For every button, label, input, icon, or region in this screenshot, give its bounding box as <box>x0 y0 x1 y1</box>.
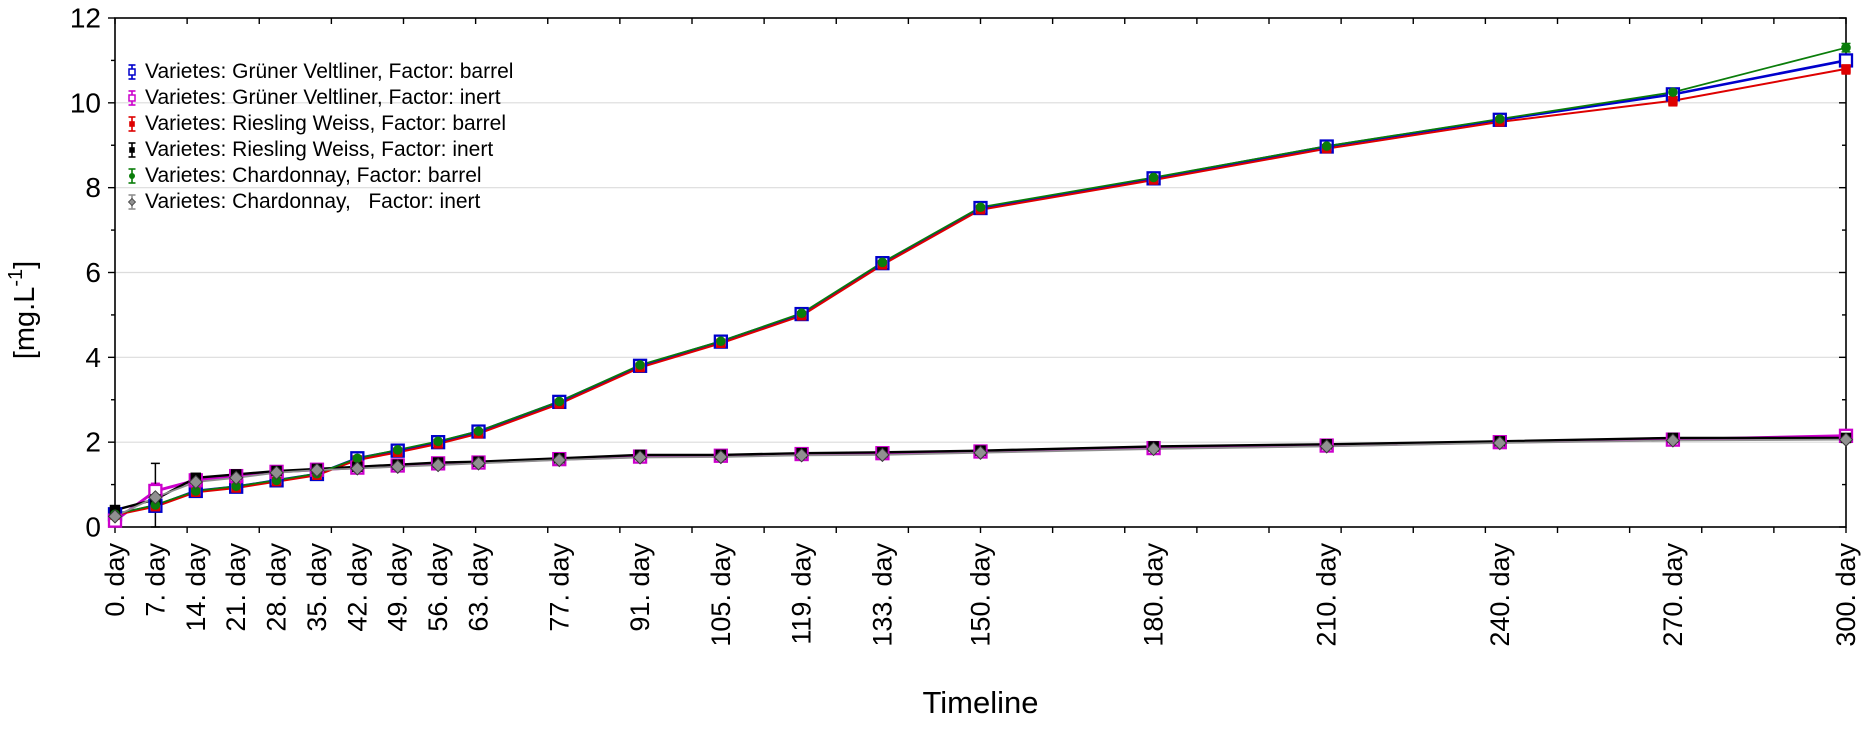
x-tick-label: 150. day <box>966 543 996 647</box>
x-tick-label: 240. day <box>1485 543 1515 647</box>
x-tick-label: 14. day <box>181 543 211 632</box>
legend-item-riesling-weiss-inert: Varietes: Riesling Weiss, Factor: inert <box>124 137 513 163</box>
legend-item-gruner-veltliner-inert: Varietes: Grüner Veltliner, Factor: iner… <box>124 85 513 111</box>
x-tick-label: 270. day <box>1658 543 1688 647</box>
y-tick-label: 0 <box>85 512 101 543</box>
x-tick-label: 35. day <box>302 543 332 632</box>
x-tick-label: 7. day <box>140 543 170 617</box>
series-markers-chardonnay-barrel <box>110 42 1851 520</box>
legend-item-gruner-veltliner-barrel: Varietes: Grüner Veltliner, Factor: barr… <box>124 59 513 85</box>
y-axis-title-sup: -1 <box>5 269 27 287</box>
legend-item-chardonnay-barrel: Varietes: Chardonnay, Factor: barrel <box>124 163 513 189</box>
x-tick-label: 300. day <box>1831 543 1861 647</box>
legend-marker-riesling-weiss-barrel-icon <box>124 114 140 134</box>
x-tick-label: 28. day <box>262 543 292 632</box>
legend-label-riesling-weiss-inert: Varietes: Riesling Weiss, Factor: inert <box>145 138 494 161</box>
legend-marker-chardonnay-inert-icon <box>124 192 140 212</box>
x-tick-label: 133. day <box>867 543 897 647</box>
legend-item-riesling-weiss-barrel: Varietes: Riesling Weiss, Factor: barrel <box>124 111 513 137</box>
x-tick-label: 56. day <box>423 543 453 632</box>
y-tick-label: 10 <box>70 87 101 118</box>
x-tick-label: 210. day <box>1312 543 1342 647</box>
x-tick-label: 119. day <box>787 543 817 645</box>
legend-label-riesling-weiss-barrel: Varietes: Riesling Weiss, Factor: barrel <box>145 112 507 135</box>
x-tick-label: 105. day <box>706 543 736 647</box>
series-markers-gruner-veltliner-inert <box>107 428 1854 528</box>
series-markers-chardonnay-inert <box>107 432 1854 524</box>
legend-label-gruner-veltliner-inert: Varietes: Grüner Veltliner, Factor: iner… <box>145 86 501 109</box>
x-tick-label: 0. day <box>100 543 130 617</box>
x-tick-label: 42. day <box>342 543 372 632</box>
y-tick-label: 2 <box>85 427 101 458</box>
y-tick-label: 8 <box>85 172 101 203</box>
y-axis-title-prefix: [mg.L <box>9 287 41 360</box>
y-tick-label: 12 <box>70 3 101 34</box>
x-axis-title: Timeline <box>923 685 1039 720</box>
y-tick-label: 6 <box>85 257 101 288</box>
legend-item-chardonnay-inert: Varietes: Chardonnay, Factor: inert <box>124 189 513 215</box>
y-axis-title-suffix: ] <box>9 261 41 269</box>
x-tick-label: 180. day <box>1139 543 1169 647</box>
y-tick-label: 4 <box>85 342 101 373</box>
legend-marker-gruner-veltliner-inert-icon <box>124 88 140 108</box>
x-tick-label: 91. day <box>625 543 655 632</box>
x-tick-label: 49. day <box>383 543 413 632</box>
legend-label-chardonnay-inert: Varietes: Chardonnay, Factor: inert <box>145 190 481 213</box>
legend-marker-chardonnay-barrel-icon <box>124 166 140 186</box>
legend-marker-riesling-weiss-inert-icon <box>124 140 140 160</box>
legend: Varietes: Grüner Veltliner, Factor: barr… <box>124 59 513 215</box>
x-tick-label: 77. day <box>544 543 574 632</box>
x-tick-label: 63. day <box>464 543 494 632</box>
y-axis-title: [mg.L-1] <box>5 261 41 359</box>
legend-label-chardonnay-barrel: Varietes: Chardonnay, Factor: barrel <box>145 164 482 187</box>
legend-marker-gruner-veltliner-barrel-icon <box>124 62 140 82</box>
legend-label-gruner-veltliner-barrel: Varietes: Grüner Veltliner, Factor: barr… <box>145 60 514 83</box>
x-tick-label: 21. day <box>221 543 251 632</box>
